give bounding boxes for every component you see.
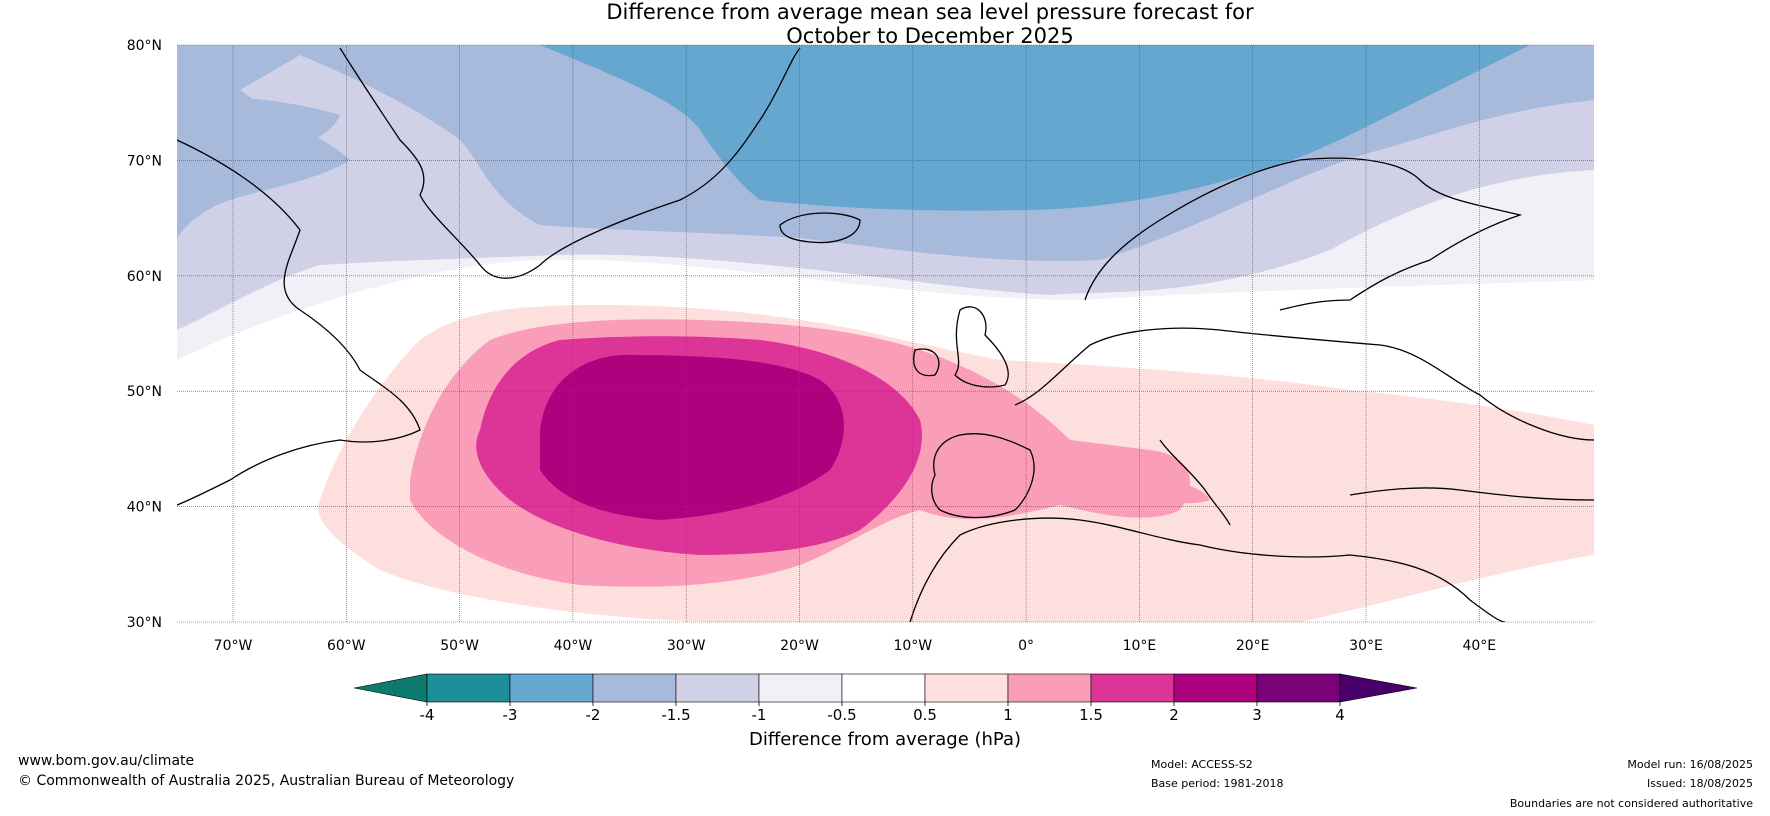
lon-label: 50°W [440, 638, 479, 654]
lat-label: 70°N [127, 153, 162, 169]
colorbar-label: Difference from average (hPa) [749, 729, 1021, 750]
map-title: Difference from average mean sea level p… [0, 0, 1770, 48]
colorbar-extend-min [353, 673, 428, 703]
lon-label: 40°E [1462, 638, 1496, 654]
map-area [177, 45, 1594, 622]
coastlines [177, 47, 1594, 622]
lat-label: 40°N [127, 500, 162, 516]
lon-label: 40°W [554, 638, 593, 654]
longitude-labels: 70°W 60°W 50°W 40°W 30°W 20°W 10°W 0° 10°E 20°E 30… [214, 638, 1496, 654]
contour-band-pos-1-italy [1160, 482, 1210, 504]
footer-disclaimer: Boundaries are not considered authoritat… [1509, 797, 1753, 810]
lat-label: 60°N [127, 269, 162, 285]
lon-label: 30°W [667, 638, 706, 654]
contour-band-neg-2 [540, 45, 1530, 211]
lon-label: 20°W [780, 638, 819, 654]
british-isles-coast [913, 306, 1009, 388]
lat-label: 80°N [127, 38, 162, 54]
contour-band-pos-2 [540, 355, 844, 520]
lon-label: 30°E [1349, 638, 1383, 654]
colorbar-tick-label: 2 [1169, 706, 1179, 724]
contour-band-neg-1_5-west [177, 95, 340, 160]
colorbar-segment [1007, 673, 1092, 703]
title-line-1: Difference from average mean sea level p… [606, 0, 1254, 24]
footer-model-run: Model run: 16/08/2025 [1627, 758, 1753, 771]
colorbar-segment [509, 673, 594, 703]
latitude-labels: 80°N 70°N 60°N 50°N 40°N 30°N [127, 38, 162, 631]
lon-label: 70°W [214, 638, 253, 654]
colorbar-tick-label: 4 [1335, 706, 1345, 724]
africa-coast [909, 517, 1506, 622]
colorbar-tick-label: -4 [420, 706, 435, 724]
scandinavia-coast [1084, 157, 1523, 311]
lon-label: 20°E [1236, 638, 1270, 654]
colorbar-segment [592, 673, 677, 703]
colorbar-tick-label: -3 [503, 706, 518, 724]
colorbar-segment [1256, 673, 1341, 703]
europe-coast [1014, 327, 1594, 441]
graticule [177, 44, 1594, 623]
colorbar-tick-label: -0.5 [827, 706, 856, 724]
colorbar-tick-label: 1.5 [1079, 706, 1103, 724]
colorbar-segment [426, 673, 511, 703]
colorbar-segment [675, 673, 760, 703]
colorbar-tick-label: -1.5 [661, 706, 690, 724]
lon-label: 10°W [893, 638, 932, 654]
footer-copyright: © Commonwealth of Australia 2025, Austra… [18, 773, 515, 789]
lon-label: 0° [1018, 638, 1034, 654]
colorbar-segment [1090, 673, 1175, 703]
colorbar-extend-max [1339, 673, 1418, 703]
footer-base-period: Base period: 1981-2018 [1151, 777, 1284, 790]
colorbar-segment [758, 673, 843, 703]
canada-coast [177, 139, 421, 506]
title-line-2: October to December 2025 [786, 24, 1074, 48]
lat-label: 50°N [127, 384, 162, 400]
iberia-coast [931, 433, 1035, 519]
iceland-coast [779, 212, 861, 244]
lon-label: 60°W [327, 638, 366, 654]
lat-label: 30°N [127, 615, 162, 631]
footer-issued: Issued: 18/08/2025 [1646, 777, 1753, 790]
colorbar-tick-label: 1 [1003, 706, 1013, 724]
footer-model: Model: ACCESS-S2 [1151, 758, 1253, 771]
colorbar: -4 -3 -2 -1.5 -1 -0.5 0.5 1 1.5 2 3 4 [353, 673, 1418, 724]
colorbar-tick-label: -2 [586, 706, 601, 724]
colorbar-tick-label: 0.5 [913, 706, 937, 724]
colorbar-segment [924, 673, 1009, 703]
colorbar-tick-label: -1 [752, 706, 767, 724]
colorbar-tick-label: 3 [1252, 706, 1262, 724]
greenland-coast [339, 47, 801, 279]
footer-url: www.bom.gov.au/climate [18, 753, 195, 769]
turkey-coast [1349, 487, 1594, 501]
lon-label: 10°E [1123, 638, 1157, 654]
italy-coast [1159, 439, 1231, 526]
colorbar-segment [841, 673, 926, 703]
colorbar-segment [1173, 673, 1258, 703]
